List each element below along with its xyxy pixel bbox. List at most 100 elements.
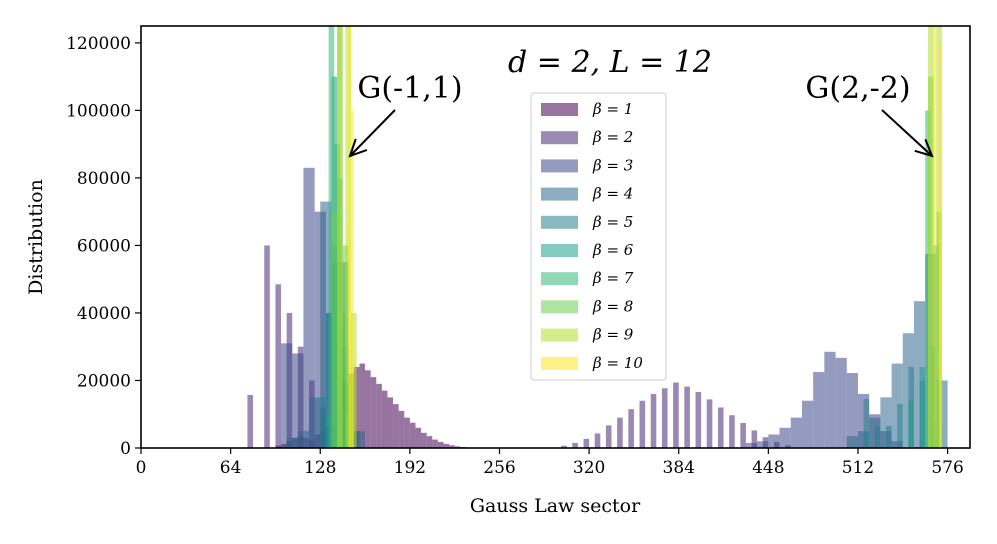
- bar: [927, 26, 934, 448]
- series-10: [348, 26, 942, 448]
- bar: [740, 423, 746, 448]
- y-tick-label: 20000: [77, 371, 131, 391]
- bar: [353, 366, 360, 448]
- bar: [572, 442, 578, 448]
- bar: [779, 427, 791, 448]
- legend-item: β = 10: [541, 354, 643, 372]
- bar: [751, 430, 758, 448]
- bar: [348, 26, 352, 448]
- legend-label: β = 8: [592, 297, 633, 315]
- x-tick-label: 512: [842, 458, 874, 478]
- legend-swatch: [541, 187, 578, 201]
- bar: [426, 436, 433, 448]
- bar: [281, 343, 293, 448]
- bar: [790, 417, 802, 448]
- legend-swatch: [541, 328, 578, 342]
- bar: [432, 439, 438, 448]
- bar: [351, 110, 354, 448]
- y-tick-label: 80000: [77, 169, 131, 189]
- bar: [768, 434, 780, 448]
- legend-swatch: [541, 159, 578, 173]
- bar: [933, 26, 937, 448]
- legend-item: β = 8: [541, 297, 633, 315]
- arrow-g-minus1-1: [348, 109, 396, 158]
- legend: β = 1 β = 2 β = 3 β = 4 β = 5 β = 6 β = 7 β = 8…: [530, 92, 667, 381]
- annotation-g-minus1-1: G(-1,1): [357, 71, 462, 106]
- bar: [247, 395, 254, 448]
- bar: [846, 436, 858, 448]
- x-tick-label: 128: [304, 458, 336, 478]
- bar: [443, 443, 450, 448]
- bar: [673, 382, 679, 448]
- bar: [561, 445, 567, 448]
- bar: [359, 363, 366, 448]
- chart-title: d = 2, L = 12: [508, 45, 712, 80]
- bar: [757, 441, 769, 448]
- bar: [661, 388, 668, 448]
- bar: [863, 399, 870, 448]
- bar: [639, 400, 646, 448]
- bar: [813, 372, 825, 448]
- legend-label: β = 3: [592, 156, 633, 174]
- bar: [846, 373, 858, 448]
- legend-item: β = 9: [541, 326, 634, 344]
- x-tick-label: 448: [752, 458, 784, 478]
- bar: [292, 353, 304, 448]
- bar: [421, 432, 427, 448]
- legend-swatch: [541, 131, 578, 145]
- legend-item: β = 6: [541, 241, 634, 259]
- bar: [303, 167, 315, 448]
- bar: [325, 414, 332, 448]
- legend-label: β = 7: [592, 269, 634, 287]
- legend-swatch: [541, 272, 578, 286]
- bar: [454, 446, 461, 448]
- legend-swatch: [541, 103, 578, 116]
- legend-label: β = 6: [592, 241, 634, 259]
- bar: [628, 409, 634, 448]
- y-tick-label: 40000: [77, 304, 131, 324]
- bar: [449, 445, 455, 448]
- bar: [370, 377, 377, 448]
- y-axis-label: Distribution: [25, 179, 47, 295]
- y-tick-label: 120000: [66, 34, 131, 54]
- x-tick-label: 576: [931, 458, 963, 478]
- bar: [264, 245, 270, 448]
- legend-label: β = 5: [592, 213, 633, 231]
- bar: [331, 211, 338, 448]
- bar: [706, 399, 713, 448]
- bar: [337, 26, 343, 448]
- bar: [650, 393, 657, 448]
- y-tick-label: 100000: [66, 101, 131, 121]
- legend-swatch: [541, 244, 578, 257]
- legend-swatch: [541, 215, 578, 229]
- bar: [437, 441, 444, 448]
- legend-item: β = 1: [541, 100, 633, 118]
- annotation-g-2-minus2: G(2,-2): [805, 71, 910, 106]
- bar: [404, 417, 410, 448]
- legend-label: β = 2: [592, 128, 633, 146]
- bar: [393, 404, 399, 448]
- bar: [583, 438, 590, 448]
- bar: [913, 301, 926, 448]
- legend-item: β = 5: [541, 213, 633, 231]
- annotation-arrows: [348, 109, 934, 158]
- bar: [365, 370, 371, 448]
- bar: [908, 400, 914, 448]
- x-tick-label: 64: [220, 458, 242, 478]
- bar: [897, 404, 903, 448]
- bar: [729, 415, 735, 448]
- bar: [695, 391, 702, 448]
- bar: [398, 410, 405, 448]
- x-tick-label: 256: [483, 458, 515, 478]
- bar: [801, 400, 814, 448]
- bar: [353, 431, 366, 448]
- bar: [939, 42, 942, 448]
- bar: [605, 425, 612, 448]
- y-tick-label: 60000: [77, 236, 131, 256]
- bar: [857, 393, 870, 448]
- bar: [275, 284, 282, 448]
- bar: [594, 433, 601, 448]
- bar: [297, 431, 310, 448]
- legend-item: β = 2: [541, 128, 633, 146]
